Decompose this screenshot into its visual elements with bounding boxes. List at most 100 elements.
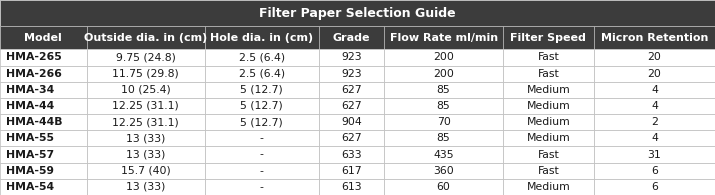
Bar <box>205 130 319 146</box>
Text: Fast: Fast <box>538 69 559 79</box>
Bar <box>0 26 715 49</box>
Text: Fast: Fast <box>538 52 559 62</box>
Text: 923: 923 <box>341 52 362 62</box>
Bar <box>205 49 319 66</box>
Bar <box>594 66 715 82</box>
Text: 85: 85 <box>437 101 450 111</box>
Bar <box>0 146 87 163</box>
Text: 2.5 (6.4): 2.5 (6.4) <box>239 69 285 79</box>
Text: 200: 200 <box>433 52 454 62</box>
Bar <box>205 163 319 179</box>
Text: 5 (12.7): 5 (12.7) <box>240 101 283 111</box>
Bar <box>87 66 205 82</box>
Bar <box>503 146 594 163</box>
Text: Hole dia. in (cm): Hole dia. in (cm) <box>210 33 313 43</box>
Bar <box>503 130 594 146</box>
Bar <box>87 130 205 146</box>
Text: 20: 20 <box>648 69 661 79</box>
Text: Fast: Fast <box>538 150 559 160</box>
Text: 20: 20 <box>648 52 661 62</box>
Text: HMA-57: HMA-57 <box>6 150 54 160</box>
Text: -: - <box>260 150 264 160</box>
Text: Grade: Grade <box>332 33 370 43</box>
Bar <box>319 98 385 114</box>
Text: HMA-54: HMA-54 <box>6 182 54 192</box>
Text: 627: 627 <box>341 85 362 95</box>
Bar <box>0 179 87 195</box>
Bar <box>385 98 503 114</box>
Bar <box>0 163 87 179</box>
Bar <box>594 26 715 49</box>
Text: HMA-34: HMA-34 <box>6 85 54 95</box>
Bar <box>87 82 205 98</box>
Bar <box>87 146 205 163</box>
Text: 613: 613 <box>341 182 362 192</box>
Text: 617: 617 <box>341 166 362 176</box>
Text: HMA-266: HMA-266 <box>6 69 61 79</box>
Text: 60: 60 <box>437 182 450 192</box>
Bar <box>0 98 87 114</box>
Text: 13 (33): 13 (33) <box>126 150 165 160</box>
Text: 2.5 (6.4): 2.5 (6.4) <box>239 52 285 62</box>
Text: HMA-59: HMA-59 <box>6 166 54 176</box>
Bar <box>0 66 87 82</box>
Text: 85: 85 <box>437 133 450 143</box>
Text: 360: 360 <box>433 166 454 176</box>
Text: 6: 6 <box>651 182 658 192</box>
Bar <box>0 0 715 26</box>
Bar <box>503 26 594 49</box>
Text: Outside dia. in (cm): Outside dia. in (cm) <box>84 33 207 43</box>
Bar <box>594 179 715 195</box>
Text: 435: 435 <box>433 150 454 160</box>
Bar <box>205 114 319 130</box>
Text: 12.25 (31.1): 12.25 (31.1) <box>112 117 179 127</box>
Text: 11.75 (29.8): 11.75 (29.8) <box>112 69 179 79</box>
Text: 13 (33): 13 (33) <box>126 182 165 192</box>
Bar <box>503 163 594 179</box>
Text: 627: 627 <box>341 133 362 143</box>
Bar <box>385 49 503 66</box>
Bar <box>594 114 715 130</box>
Text: Medium: Medium <box>526 117 570 127</box>
Bar <box>385 26 503 49</box>
Bar <box>205 179 319 195</box>
Text: -: - <box>260 133 264 143</box>
Bar <box>594 98 715 114</box>
Bar <box>205 82 319 98</box>
Text: Filter Speed: Filter Speed <box>511 33 586 43</box>
Bar <box>385 163 503 179</box>
Bar <box>594 163 715 179</box>
Text: 70: 70 <box>437 117 450 127</box>
Text: Micron Retention: Micron Retention <box>601 33 708 43</box>
Text: 923: 923 <box>341 69 362 79</box>
Text: 2: 2 <box>651 117 658 127</box>
Bar <box>319 66 385 82</box>
Text: 4: 4 <box>651 101 658 111</box>
Bar <box>0 49 87 66</box>
Bar <box>87 49 205 66</box>
Text: 627: 627 <box>341 101 362 111</box>
Text: Model: Model <box>24 33 62 43</box>
Text: 904: 904 <box>341 117 362 127</box>
Bar <box>0 26 87 49</box>
Bar <box>319 146 385 163</box>
Text: 10 (25.4): 10 (25.4) <box>121 85 171 95</box>
Bar <box>205 98 319 114</box>
Bar <box>205 26 319 49</box>
Bar <box>594 146 715 163</box>
Bar <box>0 130 87 146</box>
Bar <box>319 49 385 66</box>
Text: -: - <box>260 166 264 176</box>
Bar <box>503 49 594 66</box>
Bar <box>385 82 503 98</box>
Bar <box>594 130 715 146</box>
Text: 85: 85 <box>437 85 450 95</box>
Bar <box>87 114 205 130</box>
Bar <box>503 179 594 195</box>
Text: HMA-265: HMA-265 <box>6 52 61 62</box>
Text: Medium: Medium <box>526 182 570 192</box>
Bar <box>0 82 87 98</box>
Text: Medium: Medium <box>526 133 570 143</box>
Bar <box>87 163 205 179</box>
Bar <box>87 98 205 114</box>
